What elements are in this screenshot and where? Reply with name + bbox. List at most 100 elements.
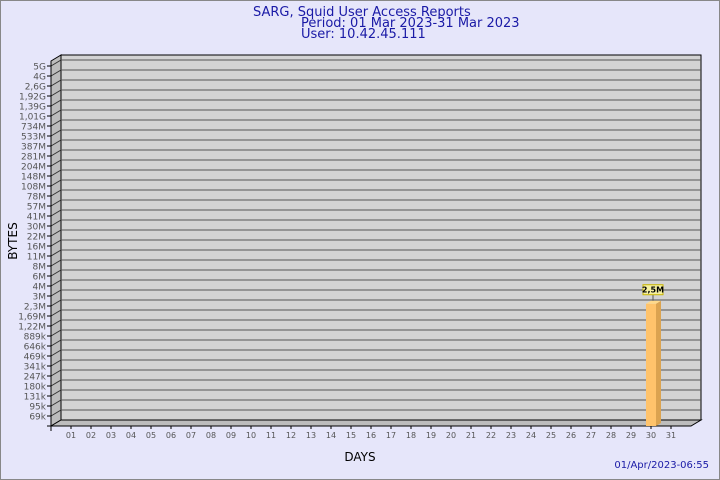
plot-back-wall	[60, 54, 702, 421]
gridline-side	[50, 269, 62, 277]
y-tick-label: 3M	[33, 293, 47, 303]
gridline-side	[50, 309, 62, 317]
x-tick-label: 16	[366, 431, 376, 440]
y-tick-label: 1,39G	[19, 103, 46, 113]
x-tick-label: 25	[546, 431, 556, 440]
x-tick-label: 21	[466, 431, 476, 440]
plot-floor	[49, 419, 703, 427]
gridline-side	[50, 89, 62, 97]
gridline-side	[50, 209, 62, 217]
x-tick-label: 04	[126, 431, 136, 440]
x-tick-label: 31	[666, 431, 676, 440]
y-tick-label: 247k	[24, 373, 47, 383]
gridline-side	[50, 289, 62, 297]
gridline-side	[50, 219, 62, 227]
gridline-side	[50, 59, 62, 67]
y-tick-label: 1,01G	[19, 113, 46, 123]
gridline-side	[50, 249, 62, 257]
x-tick-label: 08	[206, 431, 216, 440]
gridline-side	[50, 199, 62, 207]
y-tick-label: 204M	[21, 163, 46, 173]
y-tick-label: 30M	[27, 223, 46, 233]
x-tick-label: 17	[386, 431, 396, 440]
gridline-side	[50, 239, 62, 247]
gridline-side	[50, 189, 62, 197]
x-tick-label: 09	[226, 431, 236, 440]
y-tick-label: 57M	[27, 203, 46, 213]
gridline-side	[50, 119, 62, 127]
y-tick-label: 533M	[21, 133, 46, 143]
gridline-side	[50, 109, 62, 117]
y-tick-label: 95k	[29, 403, 46, 413]
x-tick-label: 07	[186, 431, 196, 440]
gridline-side	[50, 329, 62, 337]
x-tick-label: 02	[86, 431, 96, 440]
x-tick-label: 05	[146, 431, 156, 440]
bar-day-30	[646, 303, 656, 426]
x-tick-label: 26	[566, 431, 576, 440]
gridline-side	[50, 79, 62, 87]
y-tick-label: 646k	[24, 343, 47, 353]
bar-side	[656, 300, 661, 426]
x-tick-label: 10	[246, 431, 256, 440]
x-tick-label: 29	[626, 431, 636, 440]
x-tick-label: 18	[406, 431, 416, 440]
gridline-side	[50, 299, 62, 307]
y-tick-label: 341k	[24, 363, 47, 373]
x-tick-label: 11	[266, 431, 276, 440]
y-tick-label: 131k	[24, 393, 47, 403]
gridline-side	[50, 129, 62, 137]
x-tick-label: 20	[446, 431, 456, 440]
gridline-side	[50, 369, 62, 377]
gridline-side	[50, 139, 62, 147]
gridline-side	[50, 259, 62, 267]
x-tick-label: 14	[326, 431, 336, 440]
y-tick-label: 69k	[29, 413, 46, 423]
y-tick-label: 108M	[21, 183, 46, 193]
y-tick-label: 148M	[21, 173, 46, 183]
y-tick-label: 2,6G	[25, 83, 46, 93]
data-label: 2,5M	[642, 286, 664, 295]
gridline-side	[50, 399, 62, 407]
y-tick-label: 889k	[24, 333, 47, 343]
x-tick-label: 30	[646, 431, 656, 440]
y-tick-label: 281M	[21, 153, 46, 163]
gridline-side	[50, 319, 62, 327]
gridline-side	[50, 409, 62, 417]
chart-title: SARG, Squid User Access Reports	[253, 5, 471, 20]
y-tick-label: 180k	[24, 383, 47, 393]
y-tick-label: 4M	[33, 283, 47, 293]
x-tick-label: 19	[426, 431, 436, 440]
generated-timestamp: 01/Apr/2023-06:55	[614, 460, 709, 471]
x-tick-label: 06	[166, 431, 176, 440]
y-tick-label: 41M	[27, 213, 46, 223]
y-tick-label: 8M	[33, 263, 47, 273]
y-tick-label: 387M	[21, 143, 46, 153]
gridline-side	[50, 159, 62, 167]
x-tick-label: 23	[506, 431, 516, 440]
gridline-side	[50, 279, 62, 287]
y-tick-label: 734M	[21, 123, 46, 133]
y-tick-label: 1,92G	[19, 93, 46, 103]
y-tick-label: 78M	[27, 193, 46, 203]
x-tick-label: 03	[106, 431, 116, 440]
bar-top	[646, 300, 661, 304]
gridline-side	[50, 229, 62, 237]
x-tick-label: 01	[66, 431, 76, 440]
y-tick-label: 6M	[33, 273, 47, 283]
y-tick-label: 5G	[33, 63, 46, 73]
gridline-side	[50, 339, 62, 347]
y-tick-label: 1,69M	[18, 313, 46, 323]
gridline-side	[50, 149, 62, 157]
y-tick-label: 1,22M	[18, 323, 46, 333]
y-tick-label: 4G	[33, 73, 46, 83]
y-axis-title: BYTES	[6, 222, 20, 259]
x-tick-label: 22	[486, 431, 496, 440]
gridline-side	[50, 359, 62, 367]
y-tick-label: 2,3M	[24, 303, 46, 313]
x-tick-label: 12	[286, 431, 296, 440]
x-tick-label: 15	[346, 431, 356, 440]
x-tick-label: 28	[606, 431, 616, 440]
